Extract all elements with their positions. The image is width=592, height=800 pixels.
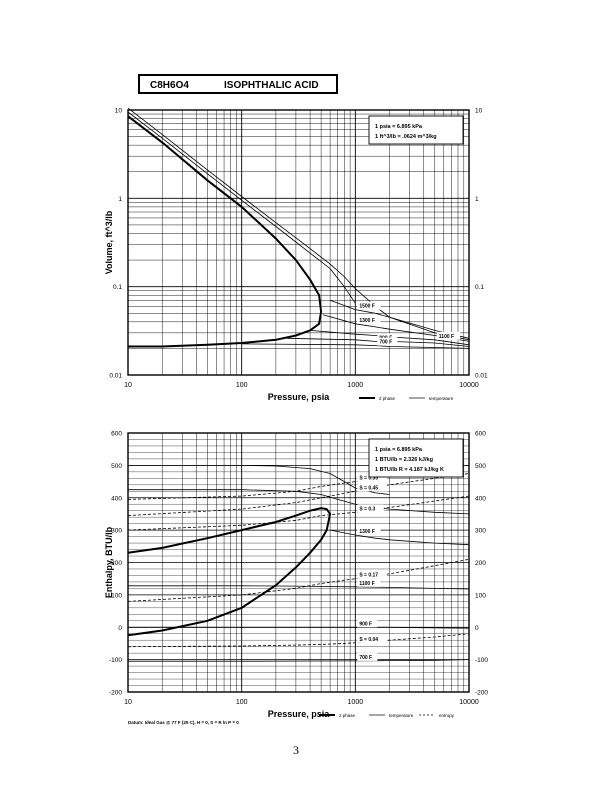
chart2-series-label: S = 0.3	[359, 506, 375, 512]
chart2-series-label: S = 0.17	[359, 573, 378, 579]
chart2-series-label-bg	[357, 473, 387, 482]
chart1-y-tick-label-left: 10	[115, 108, 123, 115]
chart2-series-label-bg	[357, 619, 378, 628]
chart1-y-axis-label: Volume, ft^3/lb	[104, 210, 114, 274]
page-number: 3	[293, 743, 299, 757]
chart2-plot-frame	[127, 432, 470, 693]
chart2-series-label-bg	[357, 652, 378, 661]
chart1-series-label-bg	[436, 331, 460, 340]
chart2-y-tick-label-left: 500	[111, 463, 122, 470]
chart2-series-label: S = 0.45	[359, 485, 378, 491]
chart2-x-tick-label: 10	[124, 699, 132, 706]
chart1-legend-label: 2 phase	[379, 396, 396, 401]
chart2-series-label-bg	[357, 634, 387, 643]
chart2-y-tick-label-right: 500	[475, 463, 486, 470]
chart2-y-tick-label-left: 0	[118, 625, 122, 632]
chart1-y-tick-label-left: 0.01	[109, 373, 122, 380]
chart1-y-tick-label-right: 10	[475, 108, 483, 115]
chart2-x-tick-label: 1000	[348, 699, 364, 706]
chart2-y-tick-label-right: 600	[475, 431, 486, 438]
chart2-series-label: 900 F	[359, 621, 372, 627]
chart1-y-tick-label-left: 1	[118, 196, 122, 203]
chart2-y-tick-label-right: -200	[475, 690, 488, 697]
chart2-two-phase-curve	[127, 507, 332, 637]
chart2-x-tick-label: 100	[236, 699, 248, 706]
chart1-temperature-line	[127, 111, 356, 304]
chart1-legend-label: temperature	[429, 396, 454, 401]
chart1-plot-frame	[127, 109, 470, 376]
chart2-unit-note-line: 1 BTU/lb = 2.326 kJ/kg	[375, 457, 433, 463]
chart2-y-tick-label-right: 300	[475, 528, 486, 535]
chart2-series-label: 1100 F	[359, 581, 374, 587]
chart2-series-label: S = 0.35	[359, 476, 378, 482]
chart1-x-tick-label: 1000	[348, 382, 364, 389]
chart2-temperature-line	[330, 529, 470, 546]
chart2-series-label: 700 F	[359, 655, 372, 661]
chart2-series-label: S = 0.04	[359, 637, 378, 643]
chart1-temperature-line	[329, 299, 470, 339]
chart2-legend-label: 2 phase	[339, 713, 356, 718]
chart2-y-tick-label-left: 600	[111, 431, 122, 438]
chart1-two-phase-curve	[127, 115, 323, 348]
chart1-unit-note-box	[368, 115, 464, 145]
chart1-x-tick-label: 100	[236, 382, 248, 389]
chart2-y-tick-label-right: 200	[475, 560, 486, 567]
compound-formula: C8H6O4	[150, 80, 189, 91]
chart2-y-tick-label-left: 100	[111, 592, 122, 599]
chart2-entropy-line	[127, 633, 470, 648]
chart1-series-label-bg	[357, 315, 381, 324]
chart1-unit-note-line: 1 psia = 6.895 kPa	[375, 124, 423, 130]
chart1-y-tick-label-right: 0.1	[475, 284, 484, 291]
chart2-y-tick-label-left: 400	[111, 495, 122, 502]
chart1-series-label: 1300 F	[359, 318, 375, 324]
chart1-series-label: 1100 F	[439, 334, 454, 340]
chart2-series-label-bg	[357, 526, 381, 535]
chart1-series-label-bg	[377, 333, 398, 342]
compound-title-box: C8H6O4 ISOPHTHALIC ACID	[138, 74, 338, 94]
chart2-temperature-line	[128, 489, 470, 515]
chart2-entropy-line	[127, 558, 470, 602]
chart2-entropy-line	[127, 473, 470, 516]
chart1-series-label: 1500 F	[359, 304, 375, 310]
chart1-series-label: 700 F	[379, 340, 392, 346]
chart2-series-label: 1300 F	[359, 529, 375, 535]
chart1-y-tick-label-right: 0.01	[475, 373, 488, 380]
chart2-temperature-line	[128, 585, 470, 590]
chart1-temperature-line	[241, 343, 470, 349]
chart1-x-axis-label: Pressure, psia	[268, 392, 331, 402]
chart1-unit-note-line: 1 ft^3/lb = .0624 m^3/kg	[375, 134, 437, 140]
chart2-y-tick-label-right: 0	[475, 625, 479, 632]
chart2-temperature-line	[128, 626, 470, 629]
chart2-series-label-bg	[357, 483, 387, 492]
chart2-y-tick-label-right: 400	[475, 495, 486, 502]
chart2-y-axis-label: Enthalpy, BTU/lb	[104, 526, 114, 598]
chart2-y-tick-label-right: -100	[475, 657, 488, 664]
chart2-unit-note-line: 1 BTU/lb R = 4.187 kJ/kg K	[375, 467, 444, 473]
chart2-x-axis-label: Pressure, psia	[268, 709, 331, 719]
chart1-series-label-bg	[357, 301, 381, 310]
chart2-series-label-bg	[357, 570, 387, 579]
chart2-y-tick-label-left: -100	[109, 657, 122, 664]
chart2-x-tick-label: 10000	[459, 699, 479, 706]
chart2-legend-label: entropy	[439, 713, 455, 718]
chart2-y-tick-label-left: 200	[111, 560, 122, 567]
chart2-entropy-line	[127, 495, 470, 531]
compound-name: ISOPHTHALIC ACID	[224, 80, 319, 91]
chart2-series-label-bg	[357, 504, 384, 513]
chart1-x-tick-label: 10000	[459, 382, 479, 389]
chart2-datum-footnote: Datum: Ideal Gas @ 77 F (25 C), H = 0, S…	[128, 720, 239, 725]
chart1-series-label-bg	[377, 337, 398, 346]
chart2-y-tick-label-right: 100	[475, 592, 486, 599]
chart1-y-tick-label-left: 0.1	[113, 284, 122, 291]
chart1-y-tick-label-right: 1	[475, 196, 479, 203]
chart2-legend-label: temperature	[389, 713, 414, 718]
chart2-unit-note-box	[368, 438, 464, 478]
chart2-y-tick-label-left: -200	[109, 690, 122, 697]
chart2-y-tick-label-left: 300	[111, 528, 122, 535]
chart2-series-label-bg	[357, 578, 381, 587]
chart1-x-tick-label: 10	[124, 382, 132, 389]
chart2-unit-note-line: 1 psia = 6.895 kPa	[375, 447, 423, 453]
